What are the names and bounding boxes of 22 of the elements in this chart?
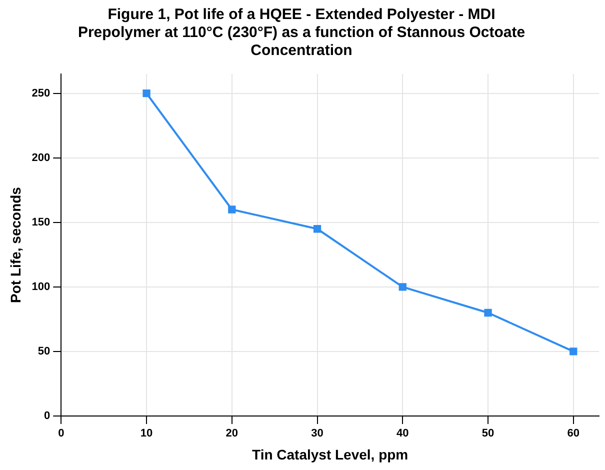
x-tick-label: 50 [482, 428, 494, 440]
point [228, 206, 236, 214]
y-tick-label: 50 [38, 346, 50, 358]
y-tick-label: 250 [32, 87, 50, 100]
point [398, 283, 406, 291]
x-tick-label: 10 [140, 428, 153, 440]
x-tick-label: 40 [396, 428, 409, 440]
x-tick-label: 20 [226, 428, 238, 440]
y-tick-label: 0 [44, 410, 50, 422]
y-tick-label: 200 [32, 152, 50, 164]
y-tick-label: 150 [32, 216, 50, 228]
point [313, 225, 322, 233]
x-axis-title: Tin Catalyst Level, ppm [252, 446, 408, 462]
x-tick-label: 60 [567, 428, 580, 440]
y-tick-label: 100 [32, 280, 50, 293]
y-axis-title: Pot Life, seconds [7, 186, 24, 303]
point [484, 308, 492, 317]
point [570, 348, 578, 356]
point [142, 90, 150, 98]
x-tick-label: 30 [311, 428, 324, 440]
chart-title: Figure 1, Pot life of a HQEE - Extended Polyester - MDI Prepolymer at 110°C (230°F) as a function of Stannous Octoate Concentration [78, 6, 526, 60]
x-tick-label: 0 [58, 428, 64, 440]
